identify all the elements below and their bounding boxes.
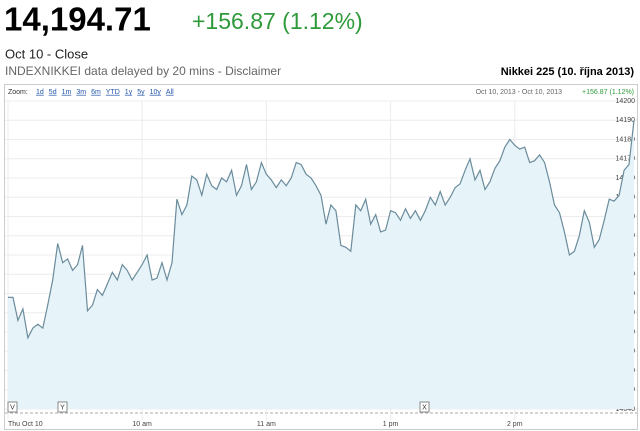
flag-box (57, 401, 68, 413)
x-tick-label: 10 am (132, 421, 152, 428)
note: INDEXNIKKEI data delayed by 20 mins - Di… (5, 64, 281, 78)
price: 14,194.71 (4, 1, 151, 38)
flag[interactable]: V (10, 404, 15, 411)
zoom-link[interactable]: 1d (36, 89, 44, 96)
zoom-link[interactable]: YTD (106, 89, 120, 96)
zoom-link[interactable]: 5y (137, 89, 145, 96)
flag-box (419, 401, 430, 413)
range-info: Oct 10, 2013 - Oct 10, 2013 (476, 89, 562, 96)
zoom-link[interactable]: 5d (49, 89, 57, 96)
y-tick-label: 14180 (616, 136, 636, 143)
subtitle: Oct 10 - Close (5, 46, 88, 61)
range-change: +156.87 (1.12%) (582, 89, 634, 96)
zoom-link[interactable]: All (166, 89, 174, 96)
chart-title: Nikkei 225 (10. října 2013) (501, 66, 635, 78)
y-tick-label: 14200 (616, 98, 636, 105)
x-tick-label: 11 am (257, 421, 276, 428)
x-tick-label: Thu Oct 10 (8, 421, 43, 428)
price-line (8, 120, 635, 340)
x-tick-label: 2 pm (507, 421, 523, 428)
y-tick-label: 14040 (616, 406, 636, 413)
y-tick-label: 14190 (616, 117, 636, 124)
zoom-link[interactable]: 10y (150, 89, 162, 96)
zoom-link[interactable]: 6m (91, 89, 101, 96)
flag[interactable]: X (422, 404, 427, 411)
change: +156.87 (1.12%) (192, 8, 363, 34)
area-fill (8, 120, 634, 410)
x-tick-label: 1 pm (383, 421, 399, 428)
zoom-label: Zoom: (8, 89, 28, 96)
zoom-link[interactable]: 1m (62, 89, 72, 96)
zoom-link[interactable]: 3m (76, 89, 86, 96)
y-tick-label: 14170 (616, 156, 636, 163)
flag-box (7, 401, 18, 413)
zoom-link[interactable]: 1y (125, 89, 133, 96)
flag[interactable]: Y (60, 404, 65, 411)
